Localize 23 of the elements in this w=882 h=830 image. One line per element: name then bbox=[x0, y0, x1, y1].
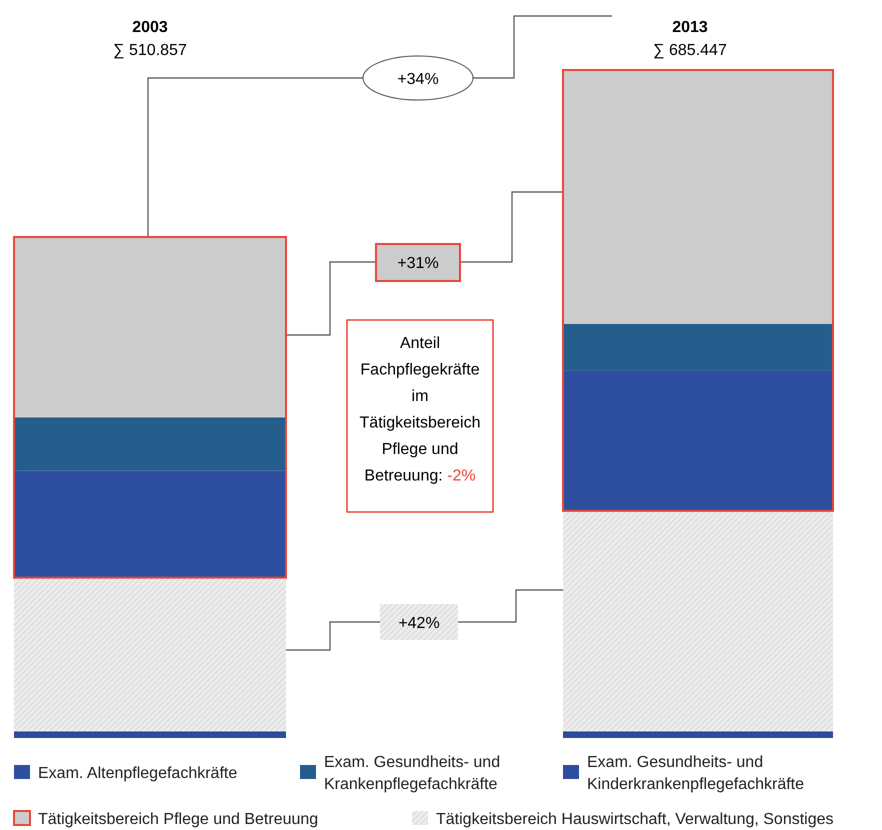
text: ∑ 510.857 bbox=[113, 42, 187, 59]
x-tick-label: 2013 bbox=[672, 19, 708, 36]
bar bbox=[563, 510, 833, 732]
bar bbox=[563, 70, 833, 324]
legend-label: Tätigkeitsbereich Hauswirtschaft, Verwaltung, Sonstiges bbox=[436, 811, 834, 828]
bar bbox=[14, 417, 286, 471]
legend-label: Tätigkeitsbereich Pflege und Betreuung bbox=[38, 811, 318, 828]
bar bbox=[14, 731, 286, 738]
x-tick-label: 2003 bbox=[132, 19, 168, 36]
bar bbox=[14, 578, 286, 732]
annotation: Anteil Fachpflegekräfte im Tätigkeitsbereich Pflege und Betreuung: -2% bbox=[360, 335, 480, 484]
bar bbox=[563, 370, 833, 511]
annotation: +34% bbox=[397, 71, 439, 88]
annotation: +42% bbox=[398, 615, 440, 632]
legend-label: Exam. Gesundheits- und Krankenpflegefachkräfte bbox=[324, 754, 500, 793]
legend-label: Exam. Gesundheits- und Kinderkrankenpflegefachkräfte bbox=[587, 754, 804, 793]
legend-label: Exam. Altenpflegefachkräfte bbox=[38, 765, 238, 782]
text: ∑ 685.447 bbox=[653, 42, 727, 59]
annotation: +31% bbox=[397, 255, 439, 272]
bar bbox=[563, 324, 833, 371]
bar bbox=[14, 237, 286, 418]
bar bbox=[14, 470, 286, 578]
bar bbox=[563, 731, 833, 738]
